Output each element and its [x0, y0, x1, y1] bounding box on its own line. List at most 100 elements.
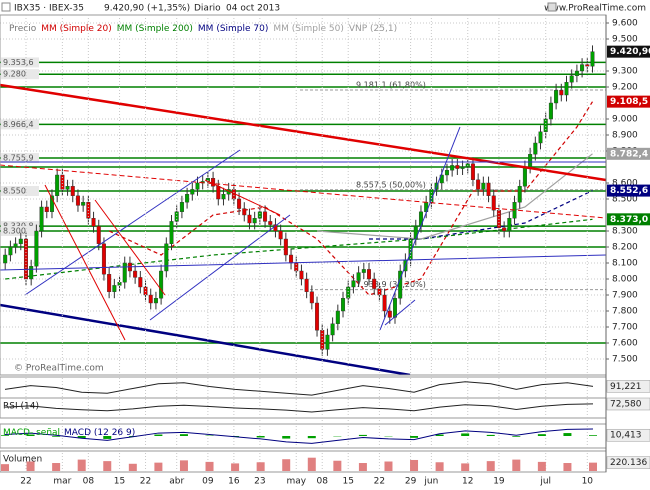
candle-body [528, 153, 533, 168]
level-label-box [1, 69, 39, 80]
level-label: 8.755,9 [3, 154, 34, 163]
level-label-box [1, 57, 39, 68]
y-tick-label: 7.600 [612, 339, 638, 349]
candle-body [481, 182, 486, 190]
candle-body [325, 334, 330, 350]
level-label-box [1, 226, 39, 236]
candle-body [138, 277, 143, 288]
volume-bar [461, 463, 470, 471]
value-box-label: 8.373,0 [610, 215, 648, 225]
candle-body [299, 270, 304, 280]
value-box-label: 220.136 [610, 458, 647, 468]
volume-bar [256, 462, 265, 471]
legend-entry: MACD- señal [3, 428, 60, 438]
volume-bar [512, 459, 521, 471]
value-box [607, 45, 650, 58]
macd-histogram [103, 436, 112, 439]
candle-body [585, 64, 590, 67]
candle-body [283, 238, 288, 256]
volume-bar [52, 463, 61, 471]
window-button[interactable] [547, 2, 557, 12]
y-tick-label: 9.200 [612, 83, 638, 93]
candle-body [34, 230, 39, 267]
macd-histogram [461, 433, 470, 436]
y-tick-label: 8.200 [612, 243, 638, 253]
x-tick-label: 08 [317, 477, 329, 487]
candle-body [387, 310, 392, 318]
value-box-label: 8.782,4 [610, 149, 648, 159]
value-box [606, 397, 650, 411]
candle-body [133, 270, 138, 278]
value-box [606, 456, 650, 469]
x-tick-label: 15 [342, 477, 353, 487]
level-label-box [1, 153, 39, 164]
candle-body [70, 185, 75, 196]
candle-body [39, 206, 44, 232]
candle-body [309, 291, 314, 304]
candle-body [580, 64, 585, 72]
candle-body [564, 81, 569, 96]
candle-body [507, 217, 512, 232]
value-box-label: 9.108,5 [610, 97, 648, 107]
candle-body [101, 243, 106, 275]
candle-body [44, 206, 49, 213]
trendlines [0, 83, 606, 375]
volume-bar [384, 461, 393, 471]
period: Diario [194, 4, 221, 14]
candle-body [538, 131, 543, 144]
macd-histogram [307, 436, 316, 439]
checkbox[interactable] [1, 2, 11, 12]
trendline [24, 149, 241, 296]
trendline [204, 179, 281, 216]
candle-body [29, 266, 34, 280]
y-tick-label: 7.700 [612, 323, 638, 333]
macd-histogram [282, 436, 291, 439]
volume-bar [333, 460, 342, 471]
volume-bar [128, 463, 137, 471]
volume-bar [486, 461, 495, 471]
candle-body [159, 270, 164, 299]
candle-body [153, 298, 158, 304]
x-tick-label: 16 [228, 477, 240, 487]
fib-label: 8.557,5 (50,00%) [356, 180, 426, 189]
x-tick-label: jul [539, 477, 551, 487]
candle-body [75, 195, 80, 206]
candle-body [185, 193, 190, 203]
candle-body [211, 177, 216, 187]
candle-body [49, 195, 54, 213]
fib-label: 9.181,1 (61,80%) [356, 81, 426, 90]
volume-bar [26, 461, 35, 471]
x-tick-label: 22 [374, 477, 385, 487]
x-tick-label: mar [53, 477, 71, 487]
indicator-line [4, 403, 594, 413]
legend-entry: MM (Simple 20) [41, 24, 111, 34]
legend-entry: VNP (25,1) [349, 24, 397, 34]
value-box [607, 184, 650, 197]
y-tick-label: 9.600 [612, 19, 638, 29]
macd-histogram [410, 436, 419, 438]
volume-bar [231, 463, 240, 471]
moving-average [369, 190, 593, 240]
indicator-line [4, 381, 594, 396]
candle-body [3, 254, 8, 264]
fib-label: 7.933,9 (38,20%) [356, 280, 426, 289]
legend: Precio MM (Simple 20) MM (Simple 200) MM (S… [9, 24, 397, 34]
macd-histogram [435, 434, 444, 436]
candle-body [559, 89, 564, 96]
y-tick-label: 8.900 [612, 131, 638, 141]
candle-body [522, 166, 527, 187]
x-tick-label: 22 [20, 477, 31, 487]
candle-body [450, 165, 455, 171]
candle-body [361, 269, 366, 273]
x-tick-label: 19 [493, 477, 505, 487]
candle-body [346, 286, 351, 299]
candle-body [55, 174, 60, 196]
candle-body [455, 165, 460, 169]
candle-body [356, 272, 361, 281]
candle-body [18, 238, 23, 244]
candle-body [268, 221, 273, 225]
value-box-label: 91,221 [610, 382, 642, 392]
candle-body [444, 169, 449, 176]
value-box [606, 428, 650, 442]
candle-body [257, 211, 262, 219]
